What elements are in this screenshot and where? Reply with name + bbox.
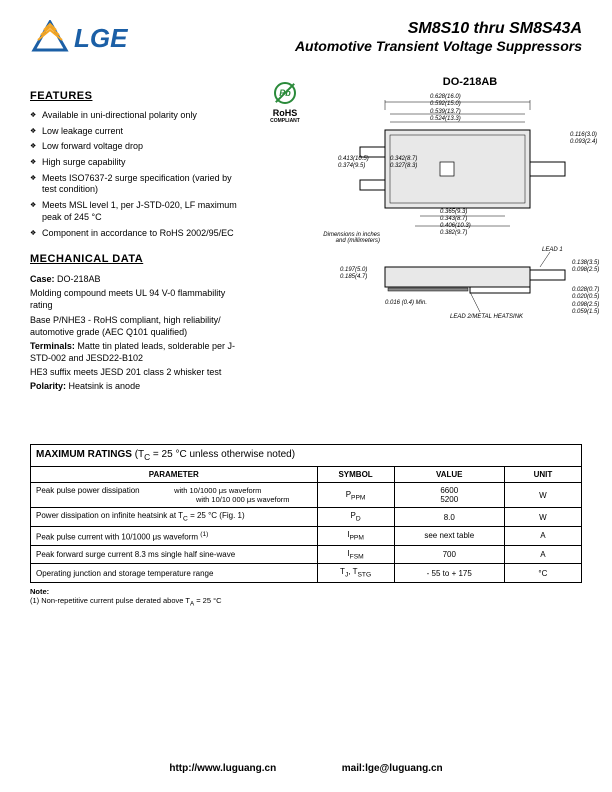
col-unit: UNIT — [504, 467, 581, 483]
cell-param: Peak forward surge current 8.3 ms single… — [31, 545, 318, 564]
doc-subtitle: Automotive Transient Voltage Suppressors — [295, 38, 582, 54]
feature-item: Meets MSL level 1, per J-STD-020, LF max… — [30, 200, 240, 223]
lead1-label: LEAD 1 — [542, 247, 563, 253]
dim-label: 0.342(8.7) — [390, 156, 417, 162]
dim-label: 0.028(0.7) — [572, 287, 599, 293]
dim-label: 0.185(4.7) — [340, 274, 367, 280]
dim-label: 0.116(3.0) — [570, 132, 597, 138]
dim-label: 0.374(9.5) — [338, 163, 365, 169]
page-header: LGE SM8S10 thru SM8S43A Automotive Trans… — [0, 0, 612, 66]
cell-value: 66005200 — [394, 483, 504, 508]
terminals-label: Terminals: — [30, 341, 75, 351]
cell-param: Operating junction and storage temperatu… — [31, 564, 318, 583]
package-diagram: 0.628(16.0) 0.592(15.0) 0.539(13.7) 0.52… — [330, 92, 610, 332]
dim-label: 0.138(3.5) — [572, 260, 599, 266]
table-row: Power dissipation on infinite heatsink a… — [31, 508, 582, 527]
table-row: Peak pulse current with 10/1000 μs wavef… — [31, 527, 582, 546]
dim-label: 0.343(8.7) — [440, 216, 467, 222]
features-heading: FEATURES — [30, 90, 240, 102]
cell-symbol: PD — [317, 508, 394, 527]
col-value: VALUE — [394, 467, 504, 483]
feature-item: High surge capability — [30, 157, 240, 169]
dim-label: 0.524(13.3) — [430, 116, 461, 122]
case-value: DO-218AB — [57, 274, 101, 284]
footer-url: http://www.luguang.cn — [169, 763, 276, 774]
dim-label: 0.098(2.5) — [572, 267, 599, 273]
company-name: LGE — [74, 23, 127, 54]
cell-unit: A — [504, 545, 581, 564]
cell-symbol: TJ, TSTG — [317, 564, 394, 583]
dim-label: 0.406(10.3) — [440, 223, 471, 229]
table-row: Operating junction and storage temperatu… — [31, 564, 582, 583]
cell-symbol: IFSM — [317, 545, 394, 564]
features-list: Available in uni-directional polarity on… — [30, 110, 240, 239]
feature-item: Low forward voltage drop — [30, 141, 240, 153]
table-row: Peak pulse power dissipation with 10/100… — [31, 483, 582, 508]
table-row: Peak forward surge current 8.3 ms single… — [31, 545, 582, 564]
dim-label: 0.539(13.7) — [430, 109, 461, 115]
feature-item: Available in uni-directional polarity on… — [30, 110, 240, 122]
mech-line: HE3 suffix meets JESD 201 class 2 whiske… — [30, 366, 240, 378]
cell-unit: W — [504, 483, 581, 508]
ratings-table: MAXIMUM RATINGS (TC = 25 °C unless other… — [30, 444, 582, 582]
dim-label: 0.592(15.0) — [430, 101, 461, 107]
dim-label: 0.365(9.3) — [440, 209, 467, 215]
lead2-label: LEAD 2/METAL HEATSINK — [450, 314, 523, 320]
mech-line: Base P/NHE3 - RoHS compliant, high relia… — [30, 314, 240, 338]
cell-value: see next table — [394, 527, 504, 546]
polarity-label: Polarity: — [30, 381, 66, 391]
dim-label: 0.098(2.5) — [572, 302, 599, 308]
pbfree-icon: Pb — [274, 82, 296, 104]
table-note: Note: (1) Non-repetitive current pulse d… — [30, 587, 582, 608]
cell-symbol: IPPM — [317, 527, 394, 546]
dim-label: 0.093(2.4) — [570, 139, 597, 145]
cell-unit: °C — [504, 564, 581, 583]
cell-symbol: PPPM — [317, 483, 394, 508]
col-symbol: SYMBOL — [317, 467, 394, 483]
polarity-value: Heatsink is anode — [69, 381, 141, 391]
compliance-badges: Pb RoHS COMPLIANT — [260, 76, 310, 124]
cell-param: Power dissipation on infinite heatsink a… — [31, 508, 318, 527]
doc-title: SM8S10 thru SM8S43A — [295, 20, 582, 38]
feature-item: Low leakage current — [30, 126, 240, 138]
table-title: MAXIMUM RATINGS (TC = 25 °C unless other… — [31, 445, 582, 467]
rohs-label: RoHS — [260, 108, 310, 118]
dims-note: Dimensions in inches and (millimeters) — [320, 232, 380, 244]
feature-item: Component in accordance to RoHS 2002/95/… — [30, 228, 240, 240]
cell-param: Peak pulse power dissipation with 10/100… — [31, 483, 318, 508]
cell-unit: A — [504, 527, 581, 546]
package-name: DO-218AB — [330, 76, 610, 88]
cell-value: 8.0 — [394, 508, 504, 527]
mechanical-text: Case: DO-218AB Molding compound meets UL… — [30, 273, 240, 392]
cell-value: 700 — [394, 545, 504, 564]
logo-triangle-icon — [30, 20, 70, 56]
dim-label: 0.197(5.0) — [340, 267, 367, 273]
ratings-table-section: MAXIMUM RATINGS (TC = 25 °C unless other… — [30, 444, 582, 607]
dim-label: 0.020(0.5) — [572, 294, 599, 300]
cell-param: Peak pulse current with 10/1000 μs wavef… — [31, 527, 318, 546]
dim-label: 0.016 (0.4) Min. — [385, 300, 427, 306]
cell-value: - 55 to + 175 — [394, 564, 504, 583]
dim-label: 0.628(16.0) — [430, 94, 461, 100]
feature-item: Meets ISO7637-2 surge specification (var… — [30, 173, 240, 196]
doc-title-block: SM8S10 thru SM8S43A Automotive Transient… — [295, 20, 582, 54]
cell-unit: W — [504, 508, 581, 527]
mech-line: Molding compound meets UL 94 V-0 flammab… — [30, 287, 240, 311]
col-parameter: PARAMETER — [31, 467, 318, 483]
rohs-compliant-label: COMPLIANT — [260, 118, 310, 124]
dim-label: 0.059(1.5) — [572, 309, 599, 315]
dim-label: 0.382(9.7) — [440, 230, 467, 236]
dim-label: 0.413(10.5) — [338, 156, 369, 162]
footer-email: mail:lge@luguang.cn — [342, 763, 443, 774]
dim-label: 0.327(8.3) — [390, 163, 417, 169]
mechanical-heading: MECHANICAL DATA — [30, 253, 240, 265]
case-label: Case: — [30, 274, 55, 284]
company-logo: LGE — [30, 20, 127, 56]
table-header-row: PARAMETER SYMBOL VALUE UNIT — [31, 467, 582, 483]
page-footer: http://www.luguang.cn mail:lge@luguang.c… — [0, 763, 612, 774]
